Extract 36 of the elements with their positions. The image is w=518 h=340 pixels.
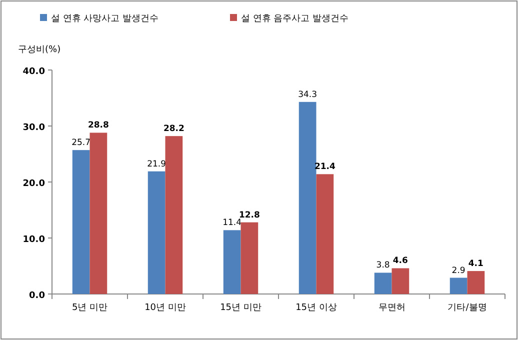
y-tick-label: 40.0 <box>22 67 45 77</box>
y-tick-label: 20.0 <box>22 179 45 189</box>
y-tick-label: 30.0 <box>22 123 45 133</box>
bar <box>72 150 90 294</box>
data-label: 28.8 <box>88 120 109 131</box>
bar <box>374 272 392 294</box>
bar <box>450 278 468 294</box>
legend-label: 설 연휴 음주사고 발생건수 <box>241 14 349 24</box>
bar <box>316 174 334 294</box>
bar <box>467 271 485 294</box>
bar <box>298 102 316 294</box>
bar <box>90 132 108 294</box>
data-label: 11.4 <box>222 218 242 228</box>
x-tick-label: 10년 미만 <box>144 303 186 313</box>
y-axis-title: 구성비(%) <box>18 45 61 55</box>
data-label: 4.1 <box>468 259 484 270</box>
y-tick-label: 10.0 <box>22 235 45 245</box>
data-label: 28.2 <box>163 124 184 134</box>
bar <box>240 222 258 294</box>
x-tick-label: 5년 미만 <box>72 303 108 313</box>
x-tick-label: 기타/불명 <box>448 303 487 313</box>
data-label: 4.6 <box>392 256 408 266</box>
x-tick-label: 15년 이상 <box>296 303 337 313</box>
x-tick-label: 무면허 <box>378 303 406 313</box>
data-label: 21.9 <box>147 159 166 170</box>
bar <box>165 136 183 294</box>
data-label: 2.9 <box>452 266 466 276</box>
legend-label: 설 연휴 사망사고 발생건수 <box>51 14 159 24</box>
x-tick-label: 15년 미만 <box>220 303 262 313</box>
bar <box>148 171 166 294</box>
bar <box>223 230 241 294</box>
bar <box>392 268 410 294</box>
y-tick-label: 0.0 <box>29 291 45 301</box>
data-label: 34.3 <box>298 90 318 100</box>
data-label: 3.8 <box>376 260 390 271</box>
data-label: 25.7 <box>72 138 91 148</box>
